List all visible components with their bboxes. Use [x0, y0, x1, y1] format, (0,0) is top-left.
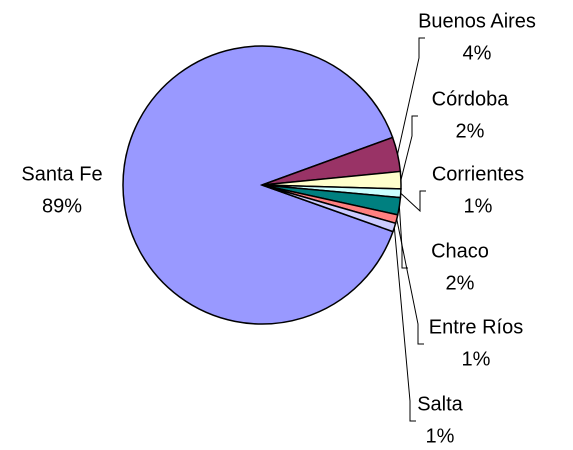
slice-label: Chaco: [431, 240, 489, 262]
slice-value-label: 1%: [426, 425, 455, 447]
leader-line: [400, 115, 418, 181]
slice-label: Entre Ríos: [429, 316, 523, 338]
slice-value-label: 2%: [456, 120, 485, 142]
slice-label: Corrientes: [432, 163, 524, 185]
pie-slice: [122, 45, 394, 325]
slice-label: Santa Fe: [21, 163, 102, 185]
leader-line: [393, 227, 416, 422]
leader-line: [400, 190, 426, 213]
slice-value-label: 4%: [463, 42, 492, 64]
leader-line: [396, 218, 424, 345]
leader-line: [397, 37, 425, 155]
slice-label: Buenos Aires: [418, 10, 536, 32]
leader-line: [398, 206, 408, 269]
slice-value-label: 89%: [42, 195, 82, 217]
slice-value-label: 1%: [464, 195, 493, 217]
slice-value-label: 1%: [462, 348, 491, 370]
slice-label: Córdoba: [432, 88, 510, 110]
slice-label: Salta: [417, 393, 463, 415]
slice-value-label: 2%: [446, 272, 475, 294]
